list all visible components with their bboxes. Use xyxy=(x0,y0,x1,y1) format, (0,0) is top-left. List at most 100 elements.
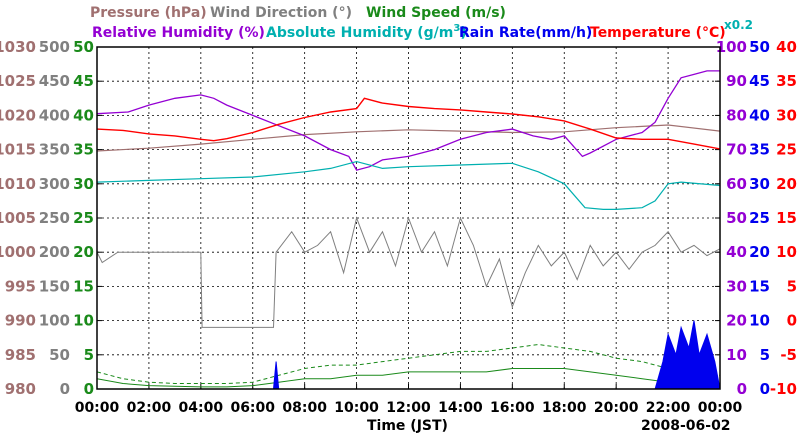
x-axis-title: Time (JST) xyxy=(367,418,448,434)
y-tick-rain-rate: 5 xyxy=(760,346,770,364)
y-tick-pressure: 990 xyxy=(5,312,36,330)
y-tick-rain-rate: 30 xyxy=(749,175,770,193)
y-tick-wind-speed: 10 xyxy=(73,312,94,330)
y-tick-humidity: 80 xyxy=(726,106,747,124)
y-tick-pressure: 980 xyxy=(5,380,36,398)
y-tick-humidity: 90 xyxy=(726,72,747,90)
y-tick-temperature: -10 xyxy=(770,380,797,398)
y-tick-wind-direction: 350 xyxy=(39,141,70,159)
y-tick-wind-speed: 0 xyxy=(84,380,94,398)
y-tick-wind-speed: 40 xyxy=(73,106,94,124)
y-tick-rain-rate: 20 xyxy=(749,243,770,261)
x-tick-label: 18:00 xyxy=(542,400,587,416)
y-tick-wind-direction: 0 xyxy=(60,380,70,398)
y-tick-wind-direction: 500 xyxy=(39,38,70,56)
y-tick-rain-rate: 25 xyxy=(749,209,770,227)
legend-relative-humidity: Relative Humidity (%) xyxy=(92,25,265,41)
y-tick-humidity: 30 xyxy=(726,277,747,295)
y-tick-humidity: 40 xyxy=(726,243,747,261)
y-tick-temperature: 10 xyxy=(776,243,797,261)
y-tick-rain-rate: 50 xyxy=(749,38,770,56)
series-wind-direction xyxy=(96,216,721,328)
legend-pressure: Pressure (hPa) xyxy=(90,5,207,21)
y-tick-wind-direction: 250 xyxy=(39,209,70,227)
series-wind-speed xyxy=(96,368,721,388)
y-tick-rain-rate: 10 xyxy=(749,312,770,330)
y-tick-wind-speed: 30 xyxy=(73,175,94,193)
y-tick-temperature: 5 xyxy=(787,277,797,295)
y-tick-humidity: 100 xyxy=(716,38,747,56)
legend-temperature: Temperature (°C) xyxy=(590,25,726,41)
grid xyxy=(97,47,720,389)
y-tick-rain-rate: 35 xyxy=(749,141,770,159)
y-tick-wind-direction: 150 xyxy=(39,277,70,295)
y-tick-temperature: -5 xyxy=(780,346,797,364)
y-tick-wind-speed: 45 xyxy=(73,72,94,90)
x-tick-label: 12:00 xyxy=(386,400,431,416)
y-tick-pressure: 1010 xyxy=(0,175,36,193)
y-tick-wind-speed: 20 xyxy=(73,243,94,261)
y-tick-pressure: 995 xyxy=(5,277,36,295)
y-tick-temperature: 25 xyxy=(776,141,797,159)
y-tick-wind-speed: 35 xyxy=(73,141,94,159)
y-tick-pressure: 1020 xyxy=(0,106,36,124)
y-tick-humidity: 20 xyxy=(726,312,747,330)
x-tick-label: 00:00 xyxy=(698,400,743,416)
y-tick-wind-speed: 50 xyxy=(73,38,94,56)
y-tick-wind-speed: 15 xyxy=(73,277,94,295)
y-tick-humidity: 10 xyxy=(726,346,747,364)
y-tick-wind-direction: 50 xyxy=(49,346,70,364)
x-tick-label: 06:00 xyxy=(230,400,275,416)
y-tick-temperature: 40 xyxy=(776,38,797,56)
y-axes: 1030102510201015101010051000995990985980… xyxy=(0,38,797,398)
y-tick-pressure: 985 xyxy=(5,346,36,364)
legend-absolute-humidity: Absolute Humidity (g/m3) xyxy=(266,23,467,41)
series-temperature xyxy=(96,97,721,150)
y-tick-wind-speed: 25 xyxy=(73,209,94,227)
y-tick-pressure: 1015 xyxy=(0,141,36,159)
legend-wind-direction: Wind Direction (°) xyxy=(210,5,352,21)
y-tick-wind-speed: 5 xyxy=(84,346,94,364)
y-tick-pressure: 1030 xyxy=(0,38,36,56)
scale-note: x0.2 xyxy=(724,18,753,32)
y-tick-temperature: 35 xyxy=(776,72,797,90)
y-tick-wind-direction: 100 xyxy=(39,312,70,330)
y-tick-wind-direction: 450 xyxy=(39,72,70,90)
y-tick-temperature: 30 xyxy=(776,106,797,124)
y-tick-humidity: 60 xyxy=(726,175,747,193)
y-tick-wind-direction: 200 xyxy=(39,243,70,261)
x-tick-label: 04:00 xyxy=(179,400,224,416)
y-tick-wind-direction: 300 xyxy=(39,175,70,193)
x-tick-label: 14:00 xyxy=(438,400,483,416)
legend-rain-rate: Rain Rate(mm/h) xyxy=(459,25,592,41)
y-tick-humidity: 70 xyxy=(726,141,747,159)
x-tick-label: 10:00 xyxy=(334,400,379,416)
x-tick-label: 20:00 xyxy=(594,400,639,416)
x-tick-label: 16:00 xyxy=(490,400,535,416)
y-tick-humidity: 0 xyxy=(737,380,747,398)
x-tick-label: 08:00 xyxy=(282,400,327,416)
y-tick-rain-rate: 45 xyxy=(749,72,770,90)
y-tick-temperature: 20 xyxy=(776,175,797,193)
series-relative-humidity xyxy=(96,70,720,171)
x-tick-label: 00:00 xyxy=(75,400,120,416)
y-tick-humidity: 50 xyxy=(726,209,747,227)
series-pressure xyxy=(96,124,721,152)
plot-frame xyxy=(96,46,721,390)
chart-date: 2008-06-02 xyxy=(641,418,731,434)
legend-wind-speed: Wind Speed (m/s) xyxy=(366,5,506,21)
y-tick-wind-direction: 400 xyxy=(39,106,70,124)
plot-series xyxy=(96,70,721,390)
y-tick-rain-rate: 40 xyxy=(749,106,770,124)
series-wind-gust xyxy=(96,343,721,384)
y-tick-temperature: 0 xyxy=(787,312,797,330)
series-absolute-humidity xyxy=(96,160,721,210)
y-tick-temperature: 15 xyxy=(776,209,797,227)
x-tick-label: 22:00 xyxy=(646,400,691,416)
y-tick-rain-rate: 15 xyxy=(749,277,770,295)
y-tick-rain-rate: 0 xyxy=(760,380,770,398)
x-tick-label: 02:00 xyxy=(127,400,172,416)
